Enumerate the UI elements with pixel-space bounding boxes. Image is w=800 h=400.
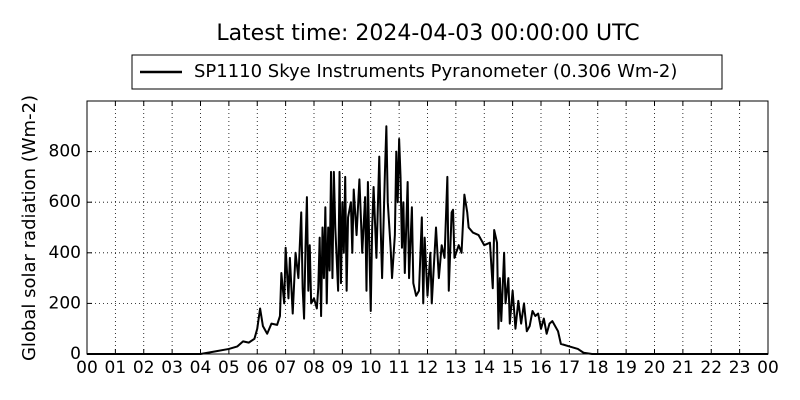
x-tick-label: 12 [417,358,439,378]
x-tick-label: 18 [587,358,609,378]
x-tick-label: 00 [757,358,779,378]
y-tick-label: 400 [49,243,81,263]
x-tick-label: 22 [700,358,722,378]
x-tick-label: 01 [105,358,127,378]
legend-label: SP1110 Skye Instruments Pyranometer (0.3… [194,61,677,82]
chart-title: Latest time: 2024-04-03 00:00:00 UTC [216,21,639,46]
x-tick-label: 08 [303,358,325,378]
x-tick-label: 19 [615,358,637,378]
y-tick-label: 0 [70,344,81,364]
plot-frame [86,100,769,355]
x-tick-label: 13 [445,358,467,378]
x-tick-label: 10 [360,358,382,378]
x-tick-label: 21 [672,358,694,378]
x-tick-label: 15 [502,358,524,378]
y-tick-label: 600 [49,192,81,212]
x-tick-label: 02 [133,358,155,378]
data-line [87,125,768,355]
x-tick-label: 14 [473,358,495,378]
legend: SP1110 Skye Instruments Pyranometer (0.3… [131,54,723,90]
x-tick-label: 23 [729,358,751,378]
x-tick-label: 20 [644,358,666,378]
x-tick-label: 11 [388,358,410,378]
y-tick-label: 800 [49,142,81,162]
x-tick-label: 07 [275,358,297,378]
legend-box [131,54,723,90]
x-tick-label: 09 [332,358,354,378]
y-axis-label: Global solar radiation (Wm-2) [19,95,40,361]
x-tick-label: 04 [190,358,212,378]
x-tick-label: 06 [246,358,268,378]
x-tick-label: 03 [161,358,183,378]
x-tick-label: 17 [559,358,581,378]
x-tick-label: 05 [218,358,240,378]
y-tick-label: 200 [49,293,81,313]
x-tick-label: 16 [530,358,552,378]
x-tick-label: 00 [76,358,98,378]
